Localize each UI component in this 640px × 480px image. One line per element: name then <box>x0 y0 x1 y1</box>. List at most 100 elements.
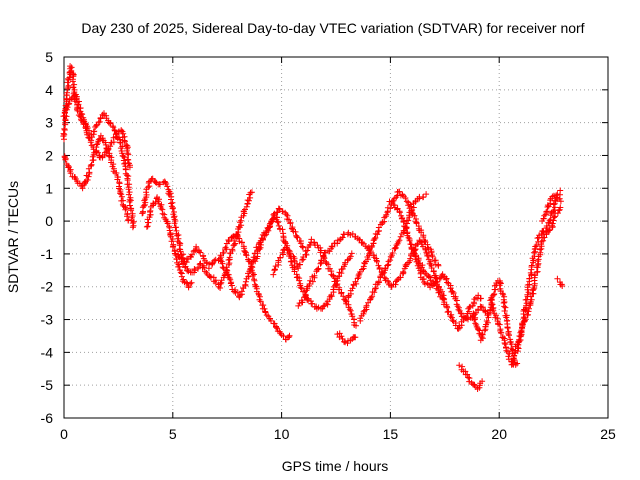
data-point <box>379 270 386 277</box>
data-point <box>274 218 281 225</box>
data-point <box>219 264 226 271</box>
data-point <box>279 226 286 233</box>
x-tick-label: 5 <box>169 426 177 442</box>
data-point <box>444 279 451 286</box>
data-point <box>456 362 463 369</box>
data-point <box>343 298 350 305</box>
data-point <box>488 296 495 303</box>
data-point <box>270 271 277 278</box>
data-point <box>455 306 462 313</box>
data-point <box>540 215 547 222</box>
data-point <box>477 295 484 302</box>
data-point <box>259 235 266 242</box>
series-sat-m <box>357 191 430 324</box>
data-point <box>247 194 254 201</box>
data-point <box>280 333 287 340</box>
data-point <box>550 201 557 208</box>
data-point <box>490 307 497 314</box>
data-point <box>502 304 509 311</box>
data-point <box>306 242 313 249</box>
data-point <box>60 130 67 137</box>
data-point <box>415 257 422 263</box>
data-point <box>183 279 190 286</box>
data-point <box>347 307 354 314</box>
data-point <box>527 269 534 276</box>
data-point <box>113 170 120 176</box>
data-point <box>282 239 289 246</box>
data-point <box>107 120 114 126</box>
y-axis-title: SDTVAR / TECUs <box>5 181 21 293</box>
data-point <box>238 288 245 295</box>
data-point <box>479 304 486 311</box>
data-point <box>387 205 394 212</box>
data-point <box>467 303 474 310</box>
data-point <box>514 360 521 367</box>
data-point <box>275 219 282 226</box>
data-point <box>445 308 452 315</box>
data-point <box>549 220 556 227</box>
data-point <box>93 122 100 129</box>
series-sat-v <box>554 275 566 289</box>
data-point <box>145 219 152 226</box>
data-point <box>275 222 282 229</box>
data-point <box>320 253 327 260</box>
data-point <box>87 163 94 169</box>
chart-title: Day 230 of 2025, Sidereal Day-to-day VTE… <box>81 20 584 36</box>
x-tick-label: 20 <box>491 426 507 442</box>
data-point <box>197 249 204 256</box>
series-sat-p <box>408 245 484 332</box>
data-point <box>168 200 175 207</box>
data-point <box>314 266 321 273</box>
data-point <box>354 275 361 282</box>
data-point <box>95 136 102 143</box>
data-point <box>128 207 135 214</box>
x-tick-label: 10 <box>274 426 290 442</box>
data-point <box>501 308 508 314</box>
data-point <box>262 309 269 316</box>
data-point <box>356 236 363 243</box>
data-point <box>175 235 182 242</box>
series-sat-k <box>334 330 359 347</box>
data-point <box>352 278 359 285</box>
data-point <box>90 146 97 153</box>
data-point <box>418 264 425 271</box>
data-point <box>297 284 304 291</box>
data-point <box>353 322 359 329</box>
data-point <box>340 293 347 300</box>
data-point <box>294 234 301 241</box>
data-point <box>449 288 456 295</box>
data-point <box>64 89 70 96</box>
data-point <box>479 331 486 338</box>
data-point <box>543 208 550 215</box>
data-point <box>559 283 566 289</box>
data-point <box>302 291 309 298</box>
series-sat-q <box>456 362 486 392</box>
data-point <box>97 114 104 121</box>
data-point <box>188 279 195 286</box>
data-point <box>292 228 299 235</box>
x-tick-label: 0 <box>60 426 68 442</box>
data-point <box>196 261 203 268</box>
data-point <box>555 207 562 214</box>
data-point <box>127 197 134 204</box>
data-point <box>121 137 128 144</box>
x-tick-label: 15 <box>383 426 399 442</box>
data-point <box>397 274 403 281</box>
data-point <box>508 341 515 348</box>
data-point <box>405 217 412 224</box>
data-point <box>283 211 290 218</box>
data-point <box>334 240 341 247</box>
series-sat-c <box>60 89 133 171</box>
data-point <box>396 209 403 216</box>
data-point <box>411 246 418 253</box>
plot-frame <box>63 56 609 419</box>
data-point <box>279 208 286 215</box>
data-point <box>180 261 187 268</box>
data-point <box>232 240 239 247</box>
data-point <box>497 329 504 336</box>
data-point <box>242 281 249 288</box>
data-point <box>481 327 488 334</box>
data-point <box>121 154 128 161</box>
data-point <box>76 98 82 105</box>
